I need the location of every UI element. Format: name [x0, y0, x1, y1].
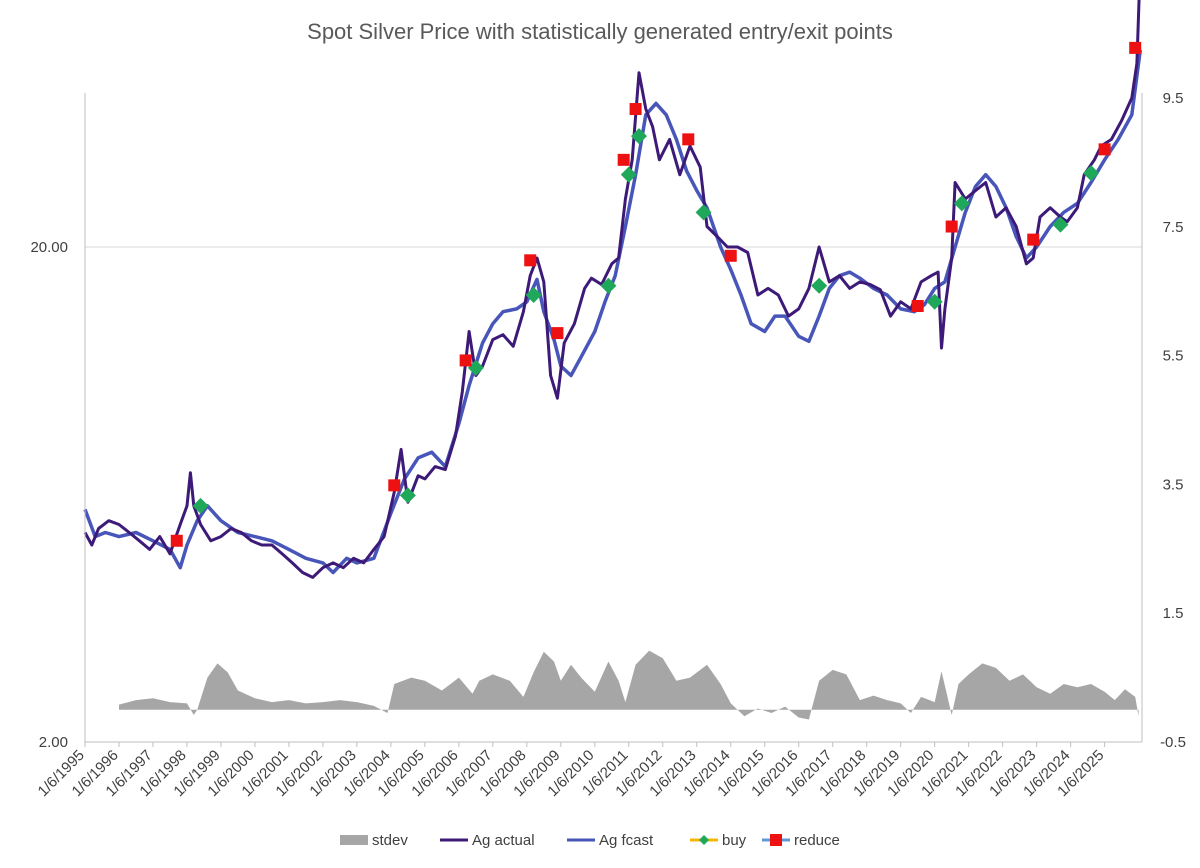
- reduce-marker-6: [629, 103, 642, 116]
- marker-series: [170, 41, 1142, 547]
- buy-marker-6: [630, 128, 647, 145]
- buy-marker-2: [467, 359, 484, 376]
- buy-marker-12: [1083, 165, 1100, 182]
- legend-label: buy: [722, 832, 747, 849]
- y-left-tick-label: 2.00: [39, 734, 68, 751]
- chart-title: Spot Silver Price with statistically gen…: [307, 19, 893, 44]
- line-series: [83, 0, 1143, 579]
- legend: stdev Ag actual Ag fcast buy reduce: [340, 832, 840, 849]
- buy-marker-8: [811, 277, 828, 294]
- reduce-marker-12: [1098, 143, 1111, 156]
- legend-buy-marker: [699, 835, 709, 845]
- y-right-tick-label: 9.5: [1163, 90, 1184, 107]
- reduce-marker-11: [1027, 233, 1040, 246]
- legend-item-stdev: stdev: [340, 832, 408, 849]
- reduce-marker-1: [388, 479, 401, 492]
- legend-reduce-marker: [770, 834, 782, 846]
- legend-item-reduce: reduce: [762, 832, 840, 849]
- ag-fcast-line: [83, 49, 1143, 575]
- reduce-marker-8: [724, 249, 737, 262]
- y-right-tick-label: 7.5: [1163, 219, 1184, 236]
- buy-marker-7: [695, 204, 712, 221]
- legend-swatch: [340, 835, 368, 845]
- y-right-tick-label: -0.5: [1160, 734, 1186, 751]
- buy-marker-0: [192, 497, 209, 514]
- reduce-marker-9: [911, 300, 924, 313]
- buy-marker-3: [525, 286, 542, 303]
- buy-marker-5: [620, 166, 637, 183]
- stdev-area: [119, 650, 1139, 720]
- reduce-marker-13: [1129, 41, 1142, 54]
- buy-marker-9: [926, 293, 943, 310]
- buy-marker-10: [953, 195, 970, 212]
- reduce-marker-0: [170, 534, 183, 547]
- reduce-marker-7: [682, 133, 695, 146]
- reduce-marker-2: [459, 354, 472, 367]
- y-right-tick-label: 3.5: [1163, 476, 1184, 493]
- y-right-tick-label: 5.5: [1163, 348, 1184, 365]
- buy-marker-4: [600, 277, 617, 294]
- legend-label: Ag fcast: [599, 832, 654, 849]
- reduce-marker-4: [551, 327, 564, 340]
- stdev-series: [119, 650, 1139, 720]
- legend-item-ag-actual: Ag actual: [440, 832, 535, 849]
- legend-label: stdev: [372, 832, 408, 849]
- legend-label: reduce: [794, 832, 840, 849]
- reduce-marker-3: [524, 254, 537, 267]
- ag-actual-line: [83, 0, 1141, 579]
- buy-marker-1: [399, 487, 416, 504]
- reduce-marker-5: [617, 153, 630, 166]
- reduce-marker-10: [945, 220, 958, 233]
- y-right-tick-label: 1.5: [1163, 605, 1184, 622]
- legend-item-buy: buy: [690, 832, 747, 849]
- legend-label: Ag actual: [472, 832, 535, 849]
- buy-marker-11: [1052, 216, 1069, 233]
- legend-item-ag-fcast: Ag fcast: [567, 832, 654, 849]
- y-left-tick-label: 20.00: [30, 239, 68, 256]
